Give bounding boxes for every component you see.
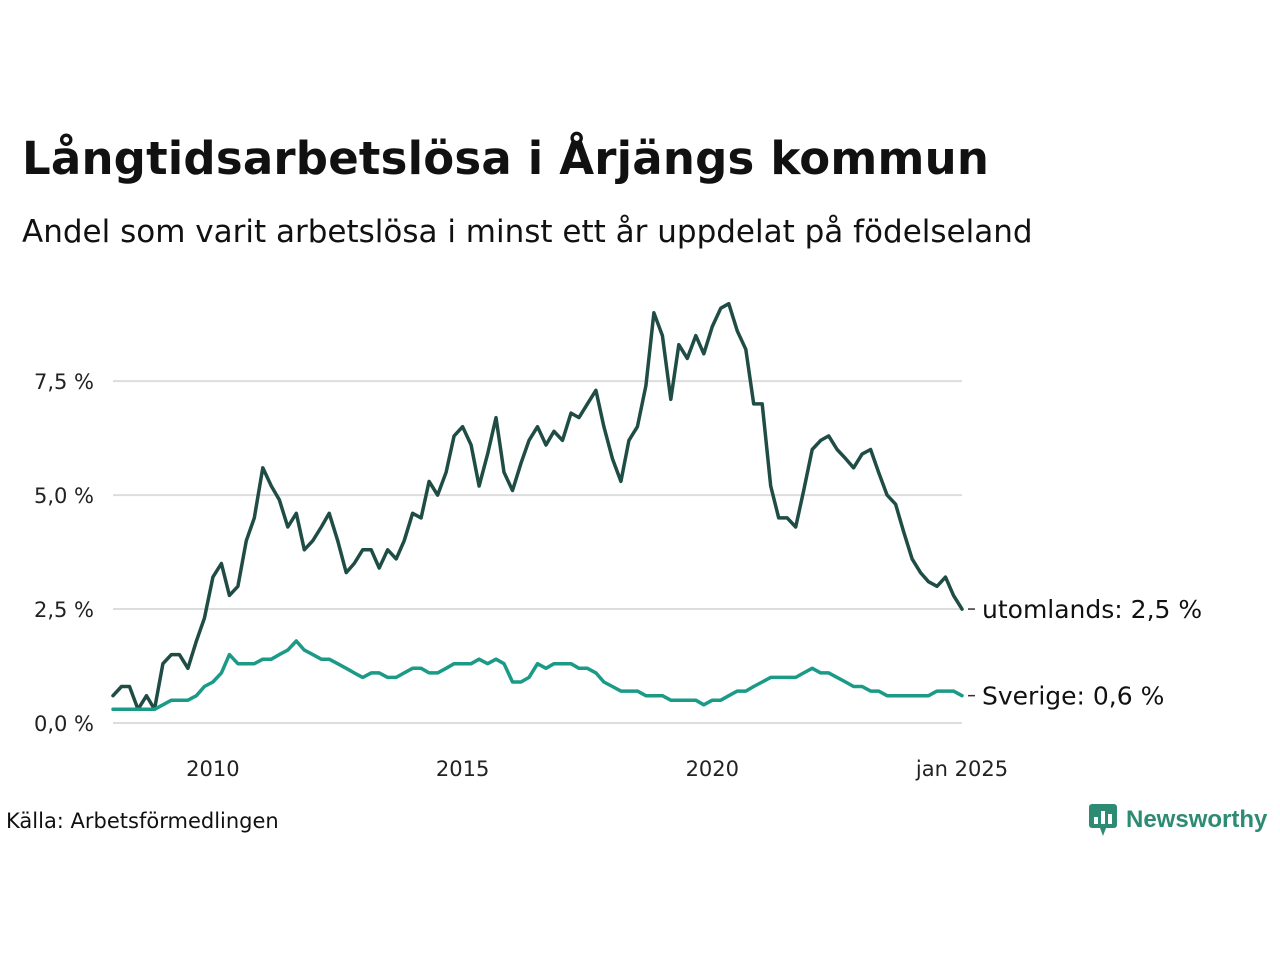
brand-name: Newsworthy [1126,806,1268,833]
chart-subtitle: Andel som varit arbetslösa i minst ett å… [22,214,1033,250]
series-line-utomlands [111,301,964,712]
source-note: Källa: Arbetsförmedlingen [6,809,279,833]
end-label-utomlands: utomlands: 2,5 % [982,595,1202,624]
y-tick-label: 0,0 % [34,712,94,736]
brand-logo: Newsworthy [1088,803,1267,837]
y-tick-label: 2,5 % [34,598,94,622]
gridlines [113,380,962,724]
x-tick-label: 2010 [186,757,239,781]
x-tick-label: jan 2025 [915,757,1008,781]
series-end-labels: utomlands: 2,5 % Sverige: 0,6 % [968,595,1202,711]
end-label-sverige: Sverige: 0,6 % [982,682,1164,711]
series-lines [111,301,964,712]
y-axis-ticks: 0,0 % 2,5 % 5,0 % 7,5 % [34,370,94,736]
bar-chart-speech-bubble-icon [1089,804,1117,836]
y-tick-label: 7,5 % [34,370,94,394]
x-tick-label: 2020 [686,757,739,781]
x-axis-ticks: 2010 2015 2020 jan 2025 [186,757,1008,781]
series-line-sverige [111,639,964,712]
x-tick-label: 2015 [436,757,489,781]
chart-title: Långtidsarbetslösa i Årjängs kommun [22,132,990,185]
y-tick-label: 5,0 % [34,484,94,508]
